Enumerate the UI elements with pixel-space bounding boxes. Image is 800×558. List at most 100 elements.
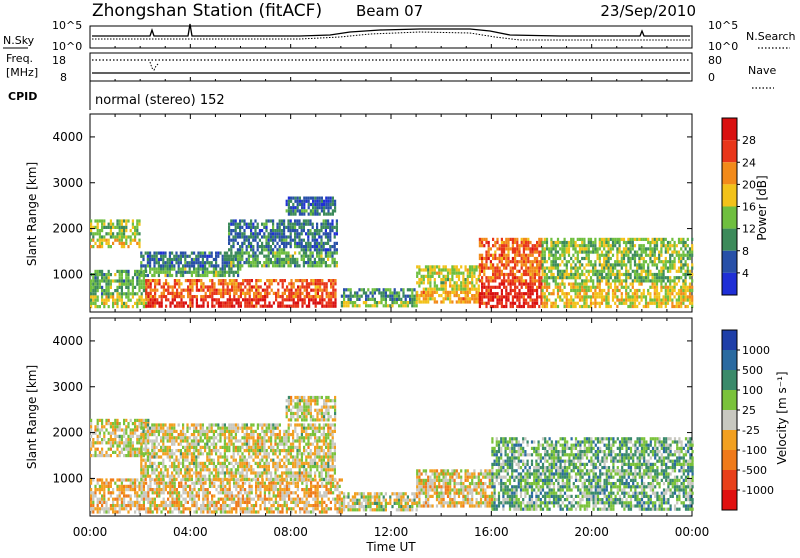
velocity-cell [209, 504, 211, 507]
power-cell [649, 292, 651, 295]
velocity-cell [127, 454, 129, 457]
power-cell [494, 267, 496, 270]
power-cell [312, 282, 314, 285]
velocity-cell [226, 482, 228, 485]
velocity-cell [136, 485, 138, 488]
power-cell [685, 295, 687, 298]
power-cell [652, 286, 654, 289]
power-cell [494, 305, 496, 308]
power-cell [671, 254, 673, 257]
power-cell [169, 261, 171, 264]
power-cell [211, 282, 213, 285]
power-cell [496, 263, 498, 266]
power-cell [325, 226, 327, 229]
power-cell [330, 292, 332, 295]
power-cell [301, 285, 303, 288]
power-cell [287, 229, 289, 232]
power-cell [323, 305, 325, 308]
power-cell [678, 279, 680, 282]
power-cell [669, 244, 671, 247]
power-cell [654, 292, 656, 295]
power-cell [246, 301, 248, 304]
velocity-cell [108, 422, 110, 425]
power-cell [262, 289, 264, 292]
power-cell [494, 273, 496, 276]
power-cell [476, 294, 478, 297]
power-cell [634, 244, 636, 247]
power-cell [534, 279, 536, 282]
velocity-cell [213, 485, 215, 488]
power-cell [616, 276, 618, 279]
velocity-cell [323, 494, 325, 497]
power-cell [290, 261, 292, 264]
power-cell [163, 295, 165, 298]
power-cell [550, 260, 552, 263]
velocity-cell [220, 491, 222, 494]
power-cell [279, 232, 281, 235]
power-cell [538, 267, 540, 270]
power-cell [255, 298, 257, 301]
velocity-cell [246, 504, 248, 507]
power-cell [625, 273, 627, 276]
power-colorbar-swatch [722, 251, 737, 273]
power-cell [202, 298, 204, 301]
power-cell [195, 261, 197, 264]
power-cell [485, 254, 487, 257]
power-cell [447, 268, 449, 271]
power-cell [97, 270, 99, 273]
power-cell [680, 292, 682, 295]
noise-panel: N.Sky 10^5 10^0 10^5 10^0 N.Search [3, 19, 796, 53]
power-cell [224, 264, 226, 267]
velocity-cell [226, 498, 228, 501]
power-cell [462, 284, 464, 287]
velocity-cell [134, 482, 136, 485]
power-cell [523, 251, 525, 254]
power-cell [418, 268, 420, 271]
power-cell [321, 292, 323, 295]
power-cell [372, 298, 374, 301]
velocity-cell [158, 488, 160, 491]
power-cell [270, 251, 272, 254]
power-cell [597, 257, 599, 260]
velocity-cell [191, 494, 193, 497]
velocity-cell [178, 482, 180, 485]
power-cell [656, 289, 658, 292]
velocity-cell [226, 504, 228, 507]
power-cell [217, 264, 219, 267]
power-cell [603, 276, 605, 279]
power-cell [521, 267, 523, 270]
power-cell [319, 289, 321, 292]
power-cell [538, 251, 540, 254]
power-cell [154, 305, 156, 308]
velocity-cell [92, 444, 94, 447]
power-cell [182, 255, 184, 258]
power-cell [656, 238, 658, 241]
velocity-cell [257, 494, 259, 497]
power-cell [314, 213, 316, 216]
power-cell [266, 279, 268, 282]
power-cell [660, 286, 662, 289]
power-cell [336, 219, 338, 222]
velocity-cell [226, 494, 228, 497]
power-cell [409, 298, 411, 301]
power-cell [619, 247, 621, 250]
velocity-cell [121, 504, 123, 507]
velocity-cell [259, 488, 261, 491]
velocity-cell [90, 448, 92, 451]
power-cell [523, 263, 525, 266]
power-cell [150, 301, 152, 304]
power-cell [323, 206, 325, 209]
power-cell [682, 292, 684, 295]
power-cell [185, 301, 187, 304]
velocity-cell [138, 501, 140, 504]
power-colorbar-tick-label: 12 [742, 223, 756, 236]
velocity-cell [90, 422, 92, 425]
power-cell [614, 267, 616, 270]
power-cell [136, 299, 138, 302]
power-cell [603, 247, 605, 250]
velocity-cell [174, 485, 176, 488]
power-cell [101, 289, 103, 292]
power-cell [542, 279, 544, 282]
power-cell [479, 292, 481, 295]
power-cell [581, 244, 583, 247]
